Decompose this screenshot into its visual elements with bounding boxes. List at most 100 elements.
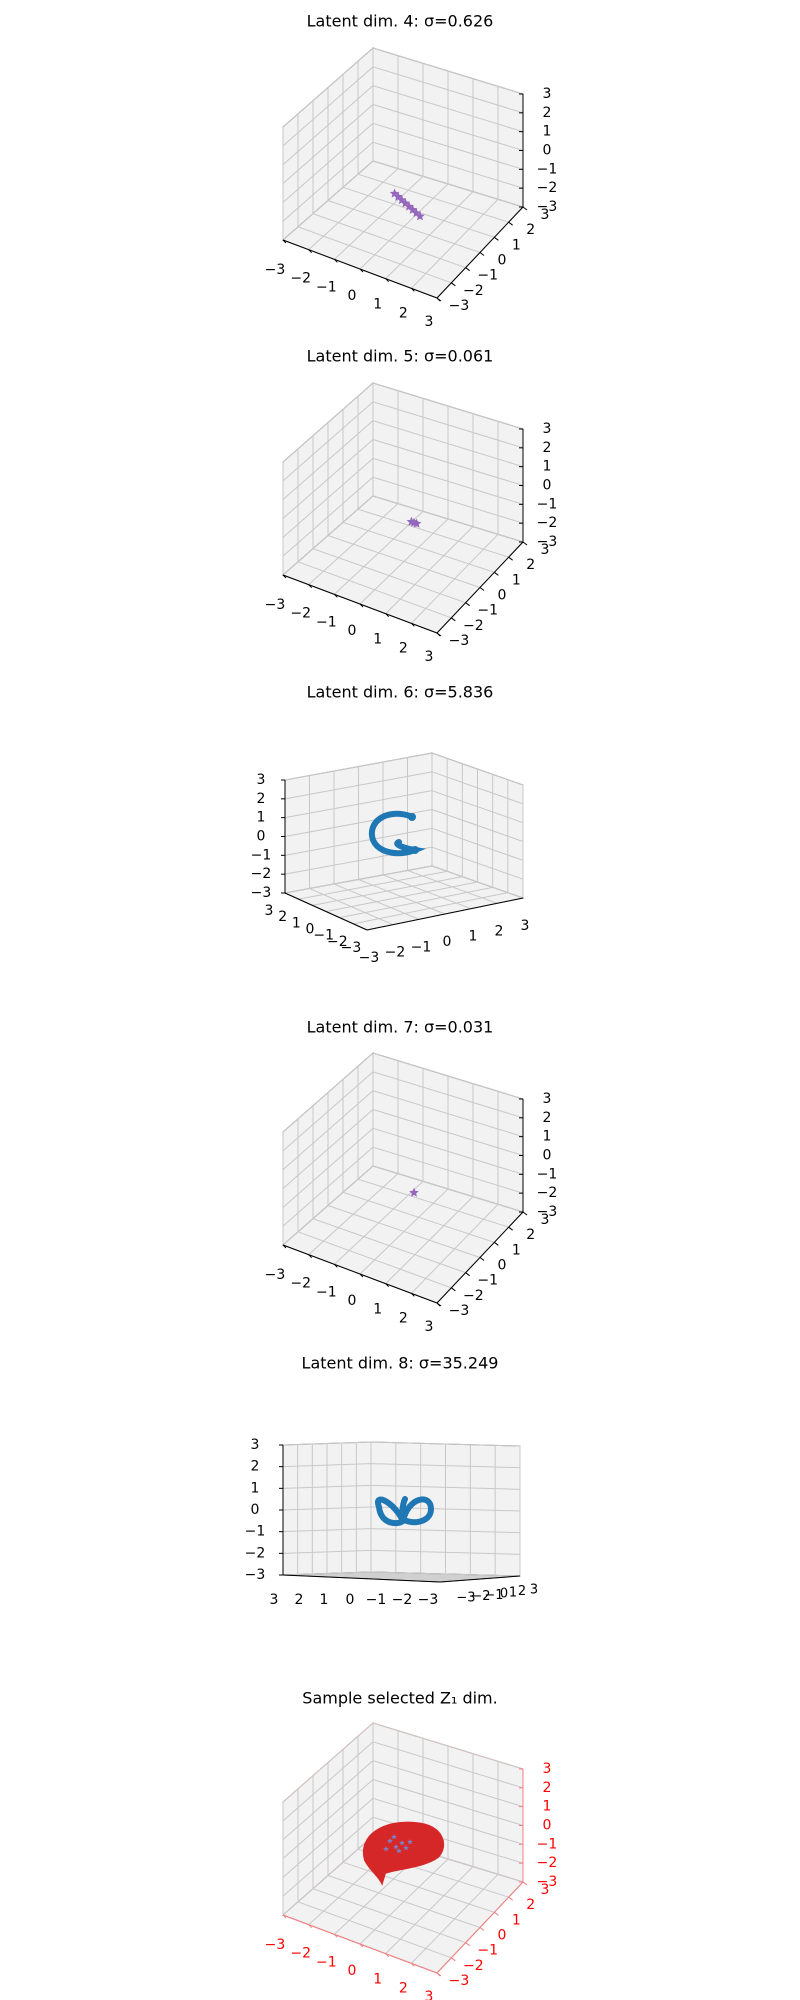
chart-title: Latent dim. 6: σ=5.836 — [307, 683, 494, 702]
x-tick — [333, 593, 338, 598]
z-tick-label: 3 — [543, 86, 552, 102]
grid-line — [372, 47, 524, 95]
y-tick-label: −3 — [449, 633, 470, 649]
y-tick — [451, 282, 456, 287]
z-tick-label: 3 — [257, 772, 266, 788]
z-tick-label: 1 — [543, 1129, 552, 1145]
y-axis-line — [284, 892, 368, 931]
data-point — [383, 1846, 389, 1852]
grid-line — [282, 1722, 374, 1803]
z-tick-label: 3 — [543, 1761, 552, 1777]
z-tick-label: −1 — [537, 161, 558, 177]
y-tick — [522, 541, 528, 546]
x-tick-label: 1 — [373, 297, 382, 313]
data-point — [391, 1834, 397, 1840]
x-tick — [282, 1914, 287, 1919]
grid-line — [372, 401, 524, 449]
x-axis-line — [282, 1574, 441, 1583]
data-point — [409, 1187, 419, 1197]
x-tick-label: 3 — [425, 649, 434, 665]
grid-line — [431, 771, 524, 805]
x-tick — [282, 239, 287, 244]
y-tick-label: −3 — [449, 298, 470, 314]
grid-line — [372, 160, 524, 208]
x-tick-label: −2 — [290, 1946, 311, 1962]
data-series-1 — [409, 1187, 419, 1197]
x-tick — [282, 1244, 287, 1249]
y-tick-label: 1 — [512, 1912, 521, 1928]
data-point — [387, 1838, 393, 1844]
grid-line — [372, 1722, 524, 1770]
z-tick-label: 1 — [257, 810, 266, 826]
z-tick-label: 1 — [251, 1480, 260, 1496]
grid-line — [410, 198, 499, 289]
x-tick — [410, 622, 415, 627]
y-tick-label: 3 — [541, 207, 550, 223]
x-tick — [282, 574, 287, 579]
x-tick — [308, 1254, 313, 1259]
y-tick-label: −3 — [449, 1973, 470, 1989]
chart-title: Latent dim. 5: σ=0.061 — [307, 347, 494, 366]
z-tick-label: 2 — [257, 791, 266, 807]
y-tick — [436, 297, 442, 302]
x-tick-label: −3 — [418, 1592, 439, 1608]
grid-line — [370, 1463, 521, 1469]
grid-line — [284, 752, 433, 781]
y-tick-label: 1 — [292, 915, 301, 931]
x-tick-label: −2 — [290, 1276, 311, 1292]
grid-line — [282, 47, 374, 128]
y-tick — [436, 1302, 442, 1307]
x-tick — [385, 1283, 390, 1288]
y-tick-label: −2 — [463, 618, 484, 634]
y-tick-label: −2 — [327, 934, 348, 950]
x-tick — [410, 1292, 415, 1297]
grid-line — [410, 1873, 499, 1964]
x-tick-label: −3 — [265, 597, 286, 613]
y-tick-label: 0 — [500, 1587, 508, 1602]
z-tick-label: 2 — [251, 1459, 260, 1475]
x-tick-label: −2 — [290, 271, 311, 287]
x-tick-label: 1 — [373, 1972, 382, 1988]
z-tick-label: 0 — [543, 478, 552, 494]
grid-line — [282, 382, 374, 463]
y-tick-label: −3 — [456, 1591, 475, 1606]
data-series-1 — [389, 188, 425, 221]
z-tick-label: −2 — [251, 866, 272, 882]
y-tick-label: −2 — [463, 1958, 484, 1974]
z-tick-label: −1 — [537, 1166, 558, 1182]
series-line — [368, 810, 427, 857]
data-point — [399, 1840, 405, 1846]
grid-line — [282, 1463, 372, 1468]
y-tick — [494, 1241, 499, 1246]
z-tick-label: −2 — [245, 1545, 266, 1561]
z-tick-label: 3 — [543, 421, 552, 437]
filled-blob — [362, 1821, 445, 1886]
x-tick-label: 2 — [295, 1592, 304, 1608]
data-point — [415, 211, 425, 221]
data-series-1 — [374, 1496, 434, 1527]
x-tick — [385, 278, 390, 283]
y-tick-label: 3 — [541, 542, 550, 558]
data-point — [393, 1844, 399, 1850]
y-axis-line — [439, 1575, 521, 1583]
z-tick-label: 1 — [543, 1799, 552, 1815]
grid-line — [372, 382, 524, 430]
y-tick-label: 2 — [526, 1897, 535, 1913]
chart-title: Latent dim. 4: σ=0.626 — [307, 12, 494, 31]
x-tick-label: 1 — [469, 929, 478, 945]
data-point — [407, 1839, 413, 1845]
z-tick-label: −2 — [537, 1855, 558, 1871]
y-tick-label: −3 — [341, 940, 362, 956]
x-tick — [308, 249, 313, 254]
x-tick — [385, 1953, 390, 1958]
z-tick-label: 2 — [543, 1110, 552, 1126]
data-series-1 — [406, 516, 422, 528]
z-tick-label: 3 — [251, 1437, 260, 1453]
x-tick-label: 3 — [521, 918, 530, 934]
x-tick — [359, 268, 364, 273]
chart-title: Sample selected Z₁ dim. — [302, 1689, 497, 1708]
x-tick-label: −3 — [359, 950, 380, 966]
grid-line — [282, 401, 374, 482]
x-tick-label: 1 — [373, 632, 382, 648]
